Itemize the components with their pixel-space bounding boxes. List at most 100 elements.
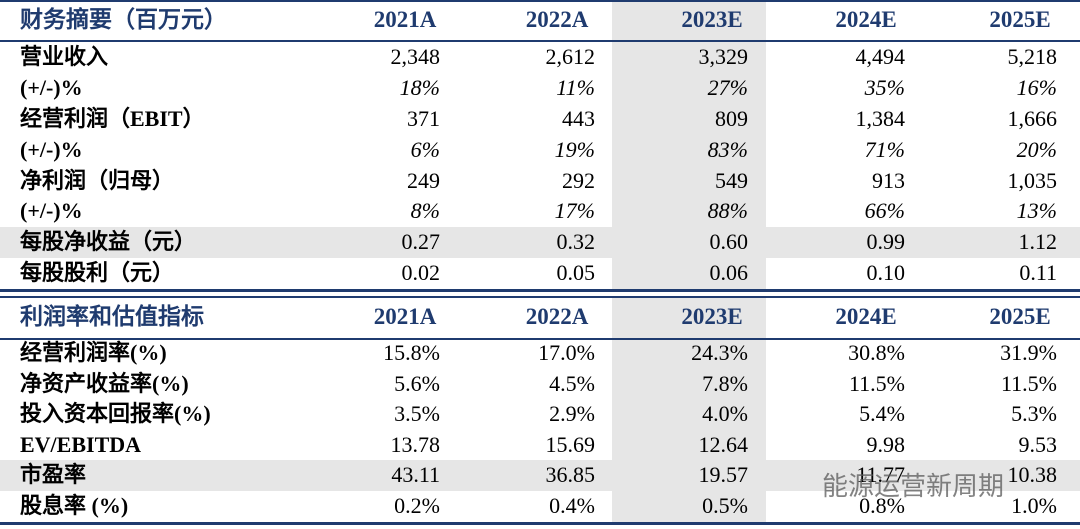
row-label: EV/EBITDA [20,431,142,457]
cell: 809 [715,106,748,131]
cell: 0.05 [556,260,596,285]
rule [0,40,1080,42]
cell: 19.57 [698,462,749,488]
cell: 1,384 [855,106,906,131]
column-header: 2024E [835,7,897,32]
cell: 24.3% [691,340,748,366]
rule [0,338,1080,340]
cell: 0.8% [859,492,905,518]
cell: 36.85 [545,462,596,488]
cell: 2.9% [549,401,595,427]
row-label: 股息率 (%) [20,492,129,518]
cell: 0.60 [709,229,749,255]
cell: 17% [554,198,595,224]
cell: 30.8% [848,340,905,366]
row-label: (+/-)% [20,136,83,162]
rule [0,296,1080,298]
row-label: 投入资本回报率(%) [20,401,211,427]
cell: 549 [715,167,748,193]
cell: 5,218 [1007,44,1058,70]
row-shade [0,226,1080,258]
cell: 31.9% [1000,340,1057,366]
cell: 13.78 [390,431,441,457]
cell: 6% [410,136,440,162]
cell: 0.99 [866,229,906,255]
cell: 1,035 [1007,167,1058,193]
row-label: (+/-)% [20,75,83,101]
cell: 10.38 [1007,462,1058,488]
cell: 1.0% [1011,492,1057,518]
cell: 1.12 [1018,229,1058,255]
cell: 27% [707,75,748,101]
cell: 9.53 [1018,431,1058,457]
row-label: 市盈率 [20,462,87,488]
cell: 0.02 [401,260,441,285]
cell: 12.64 [698,431,749,457]
cell: 15.8% [383,340,440,366]
cell: 13% [1016,198,1057,224]
rule [0,289,1080,292]
cell: 16% [1016,75,1057,101]
row-label: 净利润（归母） [20,167,175,193]
cell: 11.5% [1000,370,1057,396]
row-label: 每股股利（元） [20,260,175,285]
cell: 5.3% [1011,401,1057,427]
cell: 3,329 [698,44,749,70]
cell: 88% [707,198,748,224]
column-header: 2023E [681,304,743,329]
cell: 0.11 [1019,260,1057,285]
row-label: 经营利润率(%) [20,340,167,366]
cell: 2,612 [545,44,596,70]
cell: 3.5% [394,401,440,427]
cell: 8% [410,198,440,224]
header-label: 财务摘要（百万元） [20,7,227,32]
cell: 371 [407,106,440,131]
cell: 5.6% [394,370,440,396]
rule [0,522,1080,525]
column-header: 2024E [835,304,897,329]
cell: 0.06 [709,260,749,285]
cell: 1,666 [1007,106,1058,131]
rule [0,0,1080,2]
cell: 913 [872,167,905,193]
watermark: 能源运营新周期 [822,472,1005,502]
cell: 83% [707,136,748,162]
cell: 443 [562,106,595,131]
column-header: 2025E [989,7,1051,32]
cell: 0.32 [556,229,596,255]
cell: 20% [1016,136,1057,162]
cell: 11.5% [848,370,905,396]
cell: 0.2% [394,492,440,518]
cell: 15.69 [545,431,596,457]
cell: 4.5% [549,370,595,396]
cell: 43.11 [391,462,440,488]
column-header: 2022A [525,304,589,329]
row-label: 营业收入 [20,44,109,70]
cell: 11% [556,75,595,101]
cell: 17.0% [538,340,595,366]
cell: 35% [864,75,905,101]
cell: 0.4% [549,492,595,518]
cell: 9.98 [866,431,906,457]
cell: 18% [399,75,440,101]
cell: 71% [864,136,905,162]
cell: 19% [554,136,595,162]
column-header: 2021A [373,304,437,329]
cell: 7.8% [702,370,748,396]
cell: 2,348 [390,44,441,70]
row-label: 净资产收益率(%) [20,370,189,396]
cell: 5.4% [859,401,905,427]
row-label: 每股净收益（元） [20,229,197,255]
column-header: 2025E [989,304,1051,329]
cell: 292 [562,167,595,193]
cell: 0.5% [702,492,748,518]
column-header: 2022A [525,7,589,32]
cell: 249 [407,167,440,193]
row-shade [0,460,1080,491]
row-label: (+/-)% [20,198,83,224]
cell: 0.27 [401,229,441,255]
row-label: 经营利润（EBIT） [20,106,205,131]
cell: 66% [864,198,905,224]
cell: 4,494 [855,44,906,70]
